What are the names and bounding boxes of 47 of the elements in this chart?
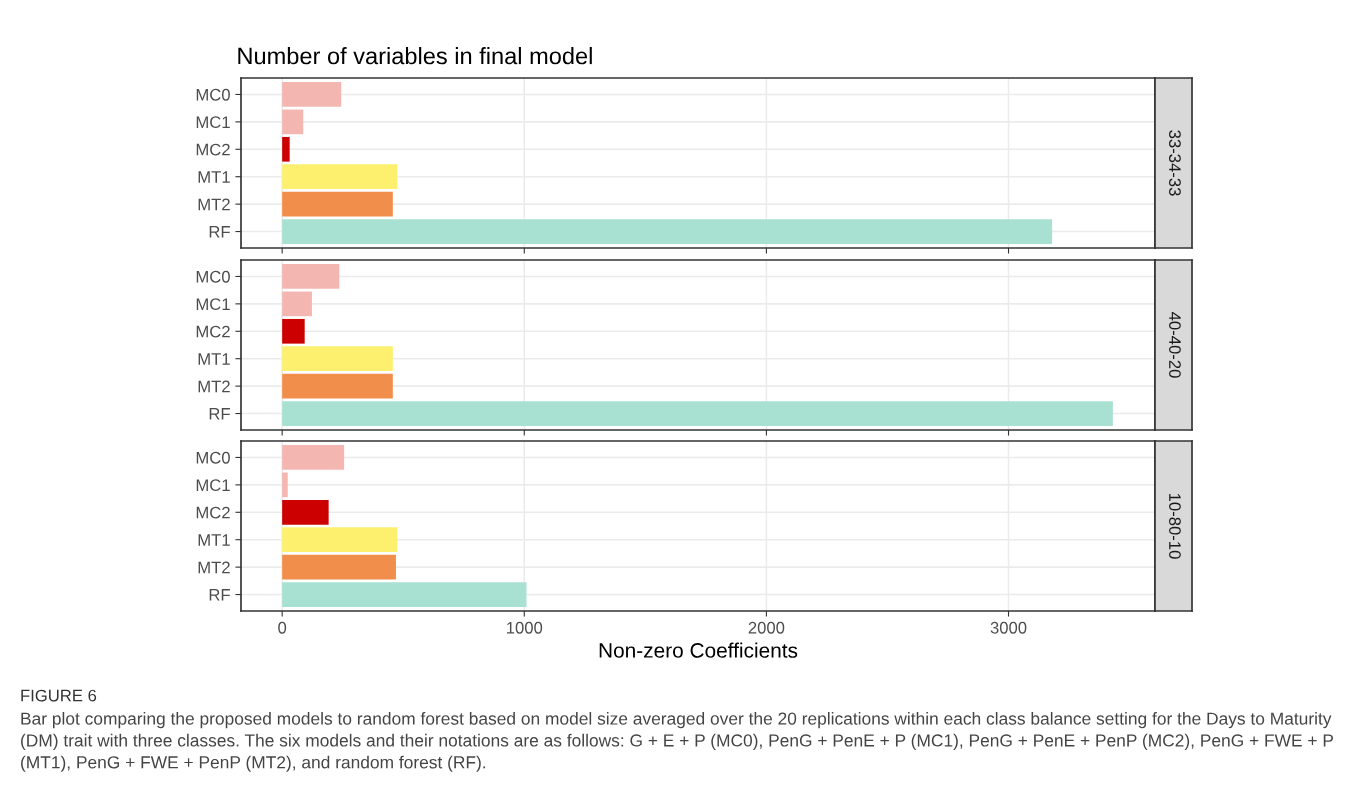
- bar: [282, 264, 340, 289]
- x-tick-label: 1000: [507, 621, 543, 634]
- bar: [282, 401, 1113, 426]
- bar: [282, 373, 393, 399]
- x-tick-label: 2000: [748, 621, 785, 634]
- y-tick-label: MC0: [196, 270, 230, 283]
- x-axis-title: Non-zero Coefficients: [599, 642, 798, 658]
- y2-axis-title: 10-80-10: [1169, 493, 1181, 559]
- x-tick-label: 3000: [990, 621, 1027, 634]
- y-tick-label: MT2: [198, 380, 230, 393]
- y-tick-label: MC2: [196, 143, 230, 156]
- chart-title: Number of variables in final model: [238, 47, 592, 65]
- bar: [282, 554, 396, 580]
- x-tick-label: 0: [278, 621, 287, 634]
- bar: [282, 346, 393, 372]
- y-tick-label: MC2: [196, 506, 230, 519]
- bar: [282, 82, 342, 107]
- bar: [282, 318, 305, 344]
- y-tick-label: RF: [209, 408, 230, 420]
- y-tick-label: MC1: [196, 298, 230, 311]
- bar: [282, 499, 329, 525]
- y-tick-label: MT2: [198, 561, 230, 574]
- y-tick-label: MC0: [196, 451, 230, 464]
- bar: [282, 219, 1053, 244]
- y-tick-label: MT1: [198, 534, 230, 546]
- bar: [282, 472, 288, 498]
- y-tick-label: MT1: [198, 353, 230, 365]
- bar: [282, 291, 312, 317]
- caption: FIGURE 6: [21, 689, 97, 702]
- bar: [282, 164, 398, 190]
- y-tick-label: RF: [209, 226, 230, 238]
- y-tick-label: MC1: [196, 479, 230, 492]
- bar: [282, 527, 398, 553]
- bar: [282, 191, 393, 217]
- bar: [282, 109, 304, 135]
- y2-axis-title: 40-40-20: [1169, 312, 1181, 378]
- y-tick-label: MC2: [196, 325, 230, 338]
- y-tick-label: RF: [209, 589, 230, 601]
- bar: [282, 445, 345, 470]
- bar: [282, 582, 527, 607]
- bar: [282, 136, 290, 162]
- y-tick-label: MC0: [196, 88, 230, 101]
- y-tick-label: MC1: [196, 116, 230, 129]
- text: Bar plot comparing the proposed models to random forest based on model size averaged over the 20 replications within each class balance setting for the Days to Maturity (DM) trait with three classes. The six models and their notations are as follows: G + E + P (MC0), PenG + PenE + P (MC1), PenG + PenE + PenP (MC2), PenG + FWE + P (MT1), PenG + FWE + PenP (MT2), and random forest (RF).: [21, 712, 1334, 772]
- y2-axis-title: 33-34-33: [1169, 130, 1181, 196]
- y-tick-label: MT2: [198, 198, 230, 211]
- y-tick-label: MT1: [198, 171, 230, 183]
